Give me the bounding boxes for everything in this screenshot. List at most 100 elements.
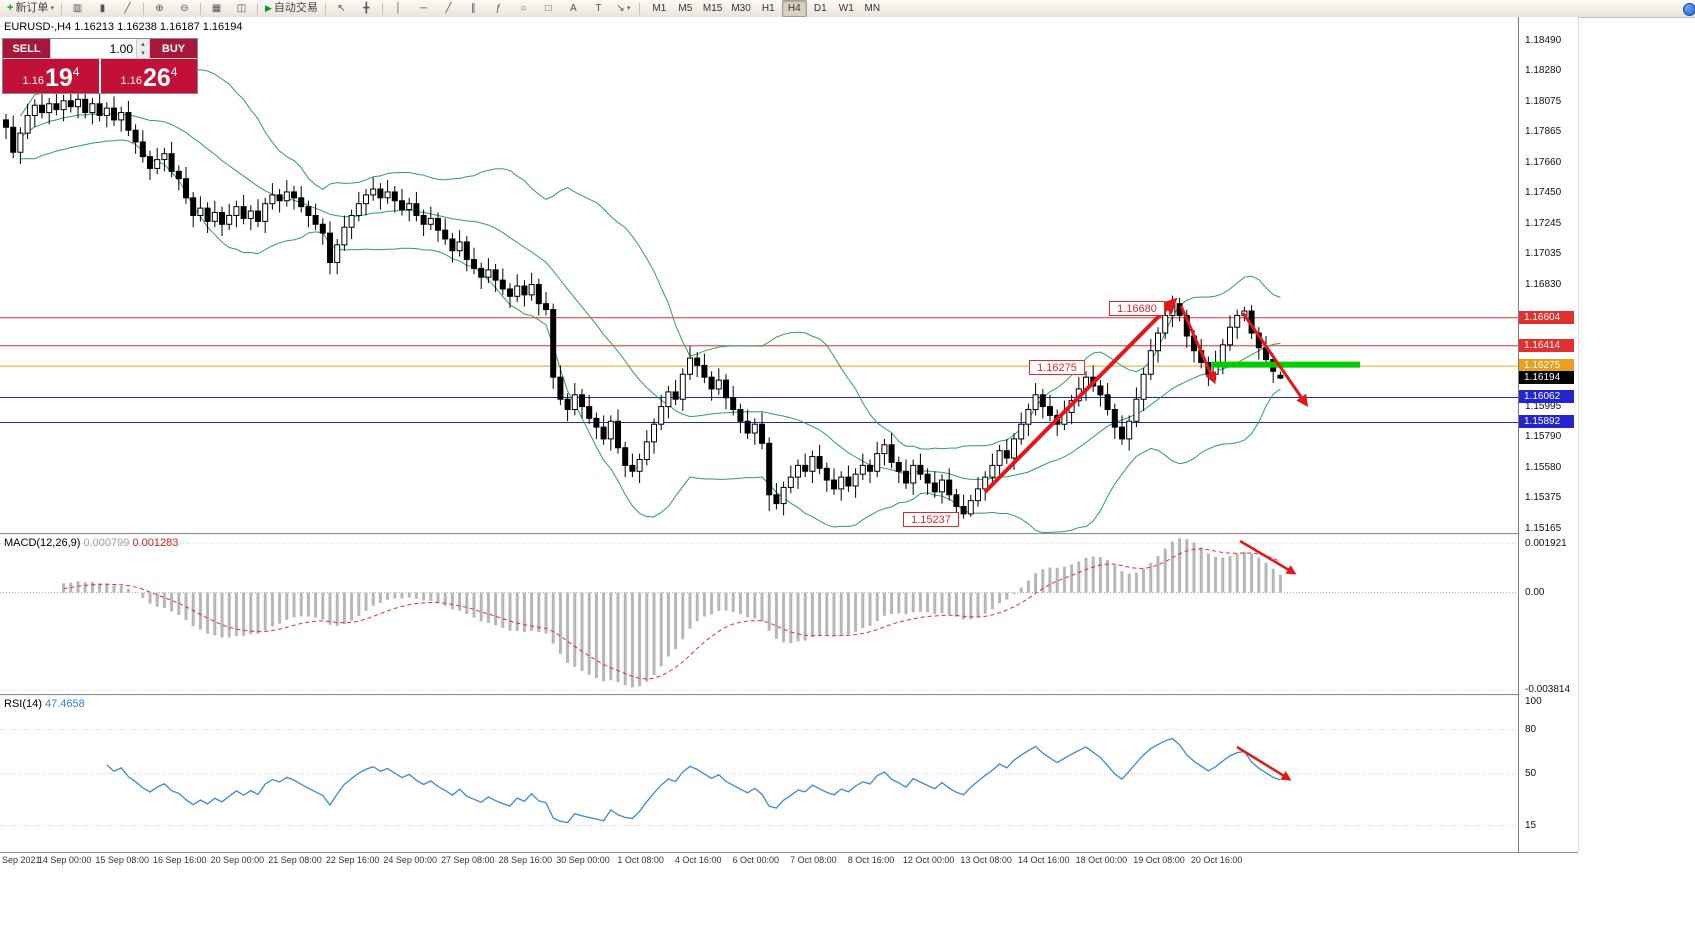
price-tag: 1.16275: [1519, 359, 1574, 373]
price-tick-label: 1.15375: [1525, 492, 1562, 504]
text-tool-icon: A: [570, 2, 577, 14]
time-axis-label: 14 Oct 16:00: [1018, 855, 1070, 865]
rsi-value: 47.4658: [44, 698, 85, 710]
time-axis-label: 24 Sep 00:00: [383, 855, 437, 865]
volume-up-button[interactable]: ▴: [136, 39, 149, 49]
price-tag: 1.16414: [1519, 338, 1574, 352]
rsi-scale-label: 50: [1525, 768, 1537, 779]
time-axis-label: 19 Oct 08:00: [1133, 855, 1185, 865]
chart-ohlc-title: EURUSD-,H4 1.16213 1.16238 1.16187 1.161…: [4, 21, 243, 33]
time-axis-label: 13 Oct 08:00: [960, 855, 1012, 865]
time-axis-label: Sep 2021: [2, 855, 41, 865]
timeframe-button-w1[interactable]: W1: [838, 2, 854, 14]
macd-indicator-chart[interactable]: [0, 535, 1518, 694]
cursor-button[interactable]: ↖: [329, 0, 354, 17]
rsi-label: RSI(14) 47.4658: [4, 698, 85, 710]
horizontal-line-button[interactable]: ─: [411, 0, 436, 17]
timeframe-button-h4[interactable]: H4: [781, 0, 807, 17]
panel-separator[interactable]: [0, 533, 1578, 535]
rsi-name: RSI(14): [4, 698, 42, 710]
time-axis-label: 15 Sep 08:00: [95, 855, 149, 865]
timeframe-button-mn[interactable]: MN: [864, 2, 881, 14]
price-tick-label: 1.16830: [1525, 278, 1562, 290]
rectangle-button[interactable]: □: [536, 0, 561, 17]
toolbar-separator: [381, 2, 383, 15]
toolbar-separator: [142, 2, 144, 15]
toolbar-separator: [638, 2, 640, 15]
price-tick-label: 1.15165: [1525, 523, 1562, 535]
main-chart[interactable]: [0, 17, 1518, 533]
buy-price-prefix: 1.16: [120, 75, 142, 87]
panel-separator[interactable]: [0, 694, 1578, 696]
cascade-windows-button[interactable]: ◫: [229, 0, 254, 17]
bollinger-band: [19, 69, 1281, 450]
toolbar-separator: [60, 2, 62, 15]
price-scale[interactable]: 1.18490 1.18280 1.18075 1.17865 1.17660 1.174…: [1519, 17, 1578, 852]
time-axis[interactable]: Sep 2021 14 Sep 00:00 15 Sep 08:00 16 Sep 1…: [0, 853, 1578, 869]
ellipse-button[interactable]: ○: [511, 0, 536, 17]
macd-main-value: 0.000799: [83, 537, 130, 549]
trendline-button[interactable]: ╱: [436, 0, 461, 17]
bar-chart-button[interactable]: ▥: [65, 0, 90, 17]
fibonacci-button[interactable]: ƒ: [486, 0, 511, 17]
one-click-trading-panel: SELL ▴ ▾ BUY 1.16 19 4 1.16 26 4: [2, 38, 198, 94]
play-icon: ▶: [264, 3, 272, 13]
crosshair-button[interactable]: ╋: [354, 0, 379, 17]
timeframe-button-h1[interactable]: H1: [761, 2, 775, 14]
time-axis-label: 20 Sep 00:00: [210, 855, 265, 865]
candle-chart-button[interactable]: ▮: [90, 0, 115, 17]
tile-windows-button[interactable]: ▦: [204, 0, 229, 17]
channel-button[interactable]: ∥: [461, 0, 486, 17]
price-tick-label: 1.17865: [1525, 126, 1562, 138]
bollinger-band: [20, 139, 1281, 533]
price-tick-label: 1.17035: [1525, 248, 1562, 260]
buy-button[interactable]: BUY: [150, 39, 197, 58]
sell-price-button[interactable]: 1.16 19 4: [3, 59, 99, 93]
volume-field: ▴ ▾: [50, 39, 150, 58]
volume-input[interactable]: [51, 39, 149, 58]
timeframe-button-m5[interactable]: M5: [678, 2, 693, 14]
label-tool-button[interactable]: T: [586, 0, 611, 17]
trend-arrow: [1236, 745, 1292, 781]
chevron-down-icon: ▾: [626, 5, 631, 12]
time-axis-label: 27 Sep 08:00: [441, 855, 495, 865]
timeframe-button-m30[interactable]: M30: [731, 2, 751, 14]
price-tick-label: 1.17245: [1525, 217, 1562, 229]
zoom-in-icon: ⊕: [155, 2, 164, 14]
text-tool-button[interactable]: A: [561, 0, 586, 17]
trend-arrow: [983, 297, 1178, 494]
arrows-tool-button[interactable]: ↘ ▾: [611, 0, 636, 17]
community-status-icon[interactable]: [1683, 3, 1695, 16]
line-chart-icon: ╱: [124, 2, 131, 14]
volume-down-button[interactable]: ▾: [136, 48, 149, 58]
timeframe-group: M1 M5 M15 M30 H1 H4 D1 W1 MN: [647, 0, 885, 17]
price-tick-label: 1.15790: [1525, 431, 1562, 443]
price-tick-label: 1.15995: [1525, 401, 1562, 413]
time-axis-label: 20 Oct 16:00: [1190, 855, 1243, 865]
line-chart-button[interactable]: ╱: [115, 0, 140, 17]
timeframe-button-m1[interactable]: M1: [652, 2, 667, 14]
chevron-down-icon: ▾: [50, 5, 54, 12]
timeframe-button-d1[interactable]: D1: [813, 2, 827, 14]
fibonacci-icon: ƒ: [495, 2, 502, 14]
buy-price-button[interactable]: 1.16 26 4: [101, 59, 197, 93]
time-axis-label: 7 Oct 08:00: [790, 855, 837, 865]
cursor-icon: ↖: [337, 2, 346, 14]
trend-arrow: [1239, 539, 1297, 575]
zoom-in-button[interactable]: ⊕: [147, 0, 172, 17]
auto-trading-button[interactable]: ▶ 自动交易: [261, 0, 322, 17]
vertical-line-button[interactable]: │: [386, 0, 411, 17]
macd-histogram: [62, 538, 1282, 688]
trendline-icon: ╱: [445, 2, 452, 14]
timeframe-button-m15[interactable]: M15: [702, 2, 723, 14]
zoom-out-button[interactable]: ⊖: [172, 0, 197, 17]
sell-button[interactable]: SELL: [3, 39, 50, 58]
price-tag: 1.15892: [1519, 415, 1574, 429]
macd-name: MACD(12,26,9): [4, 537, 81, 549]
zoom-out-icon: ⊖: [180, 2, 189, 14]
tile-windows-icon: ▦: [211, 2, 222, 14]
price-tick-label: 1.17660: [1525, 156, 1562, 168]
rsi-indicator-chart[interactable]: [0, 696, 1518, 852]
new-order-button[interactable]: + 新订单 ▾: [3, 0, 58, 17]
